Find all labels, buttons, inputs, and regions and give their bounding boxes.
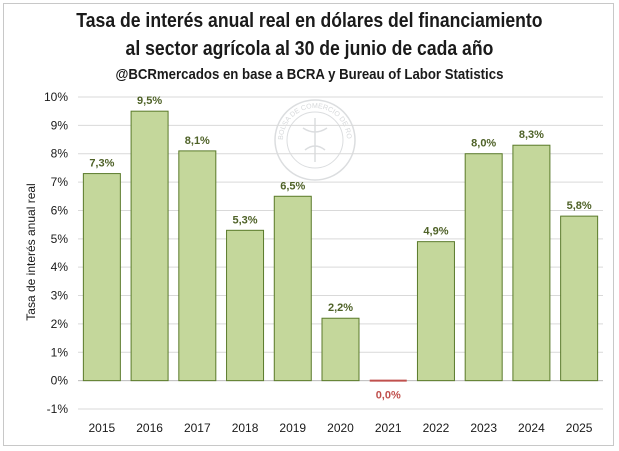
bar xyxy=(273,195,312,382)
bar xyxy=(464,153,503,382)
x-tick-label: 2016 xyxy=(136,421,163,435)
y-tick-label: 8% xyxy=(51,147,69,161)
bar xyxy=(82,173,121,382)
bar xyxy=(512,144,551,382)
y-tick-label: 2% xyxy=(51,317,69,331)
y-axis-ticks: -1% 0% 1% 2% 3% 4% 5% 6% 7% 8% 9% 10% xyxy=(44,90,68,416)
bar xyxy=(560,215,599,382)
x-tick-label: 2022 xyxy=(423,421,450,435)
y-tick-label: 10% xyxy=(44,90,68,104)
bar xyxy=(226,229,265,382)
data-label: 8,1% xyxy=(185,135,210,147)
data-label: 5,3% xyxy=(233,214,258,226)
bar xyxy=(321,317,360,382)
y-axis-label: Tasa de interés anual real xyxy=(24,183,38,320)
data-label: 9,5% xyxy=(137,95,162,107)
y-tick-label: 0% xyxy=(51,374,69,388)
x-tick-label: 2024 xyxy=(518,421,545,435)
x-tick-label: 2017 xyxy=(184,421,211,435)
data-label: 4,9% xyxy=(423,226,448,238)
y-tick-label: 4% xyxy=(51,260,69,274)
chart-title: Tasa de interés anual real en dólares de… xyxy=(76,10,543,32)
y-tick-label: 9% xyxy=(51,118,69,132)
bar xyxy=(178,150,217,382)
x-tick-label: 2023 xyxy=(470,421,497,435)
bar xyxy=(130,110,169,382)
data-label: 7,3% xyxy=(89,158,114,170)
x-tick-label: 2019 xyxy=(279,421,306,435)
data-label: 8,3% xyxy=(519,129,544,141)
x-tick-label: 2018 xyxy=(232,421,259,435)
chart-title-line2: al sector agrícola al 30 de junio de cad… xyxy=(125,38,494,60)
chart-subtitle: @BCRmercados en base a BCRA y Bureau of … xyxy=(115,66,504,83)
bar xyxy=(369,379,407,382)
data-label: 5,8% xyxy=(567,200,592,212)
y-tick-label: 5% xyxy=(51,232,69,246)
y-tick-label: 1% xyxy=(51,345,69,359)
bars xyxy=(82,110,599,382)
x-tick-label: 2025 xyxy=(566,421,593,435)
x-tick-label: 2015 xyxy=(89,421,116,435)
y-tick-label: 6% xyxy=(51,203,69,217)
y-tick-label: 7% xyxy=(51,175,69,189)
x-tick-label: 2021 xyxy=(375,421,402,435)
data-label: 6,5% xyxy=(280,180,305,192)
x-tick-label: 2020 xyxy=(327,421,354,435)
data-label: 2,2% xyxy=(328,302,353,314)
bar xyxy=(416,241,455,382)
data-label: 8,0% xyxy=(471,138,496,150)
data-label: 0,0% xyxy=(376,390,401,402)
y-tick-label: -1% xyxy=(47,402,69,416)
y-tick-label: 3% xyxy=(51,289,69,303)
data-labels: 7,3% 9,5% 8,1% 5,3% 6,5% 2,2% 0,0% 4,9% 8,0% 8,3%… xyxy=(89,95,592,401)
x-axis-ticks: 2015 2016 2017 2018 2019 2020 2021 2022 2023 2024… xyxy=(89,421,593,435)
